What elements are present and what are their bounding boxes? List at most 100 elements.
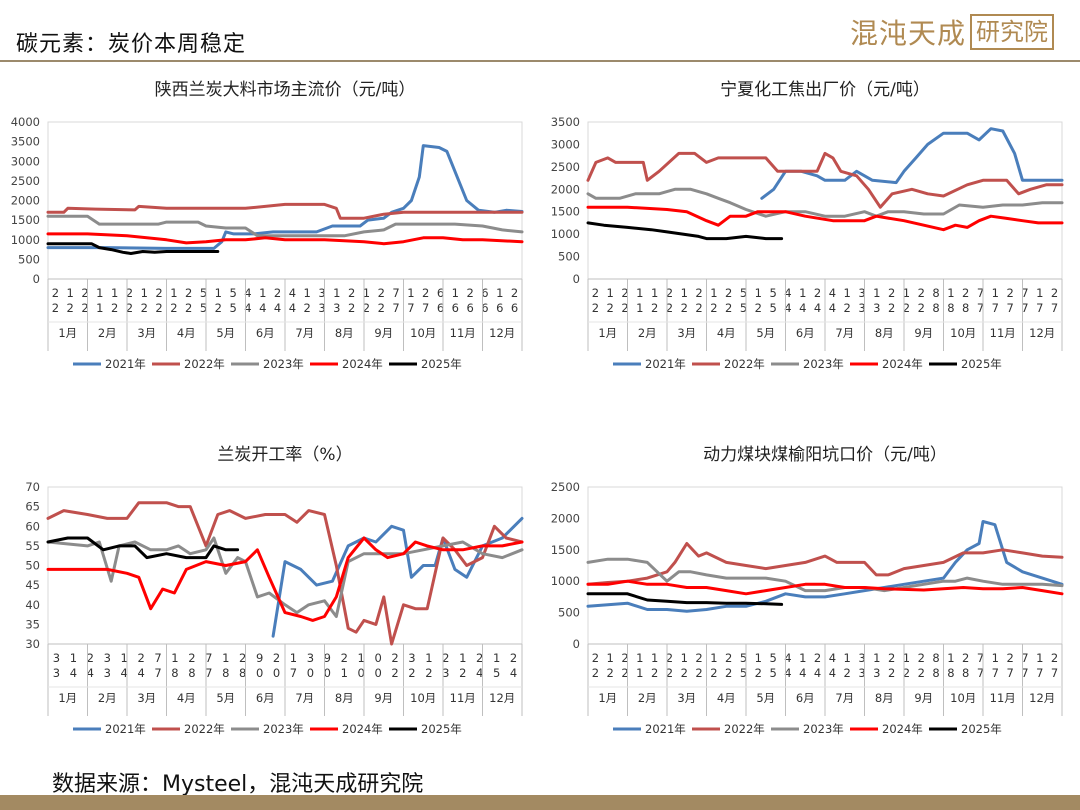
month-label: 3月 <box>677 326 696 340</box>
month-label: 12月 <box>489 691 515 705</box>
y-tick-label: 1500 <box>11 213 40 227</box>
y-tick-label: 0 <box>573 637 580 651</box>
legend-label: 2023年 <box>263 722 304 736</box>
y-tick-label: 4000 <box>11 115 40 129</box>
series-line-2023年 <box>586 557 1064 593</box>
month-label: 10月 <box>950 691 976 705</box>
series-line-2025年 <box>46 536 240 560</box>
source-note: 数据来源：Mysteel，混沌天成研究院 <box>52 772 424 797</box>
month-label: 2月 <box>638 691 657 705</box>
y-tick-label: 2500 <box>11 174 40 188</box>
series-line-2024年 <box>586 579 1064 596</box>
legend-label: 2021年 <box>105 357 146 371</box>
series-line-2023年 <box>46 536 524 618</box>
series-line-2021年 <box>760 127 1064 200</box>
bottom-bar <box>0 795 1080 810</box>
month-label: 12月 <box>1029 691 1055 705</box>
month-label: 12月 <box>489 326 515 340</box>
y-tick-label: 2000 <box>11 194 40 208</box>
y-tick-label: 45 <box>25 578 40 592</box>
series-line-2023年 <box>46 214 524 238</box>
y-tick-label: 500 <box>18 252 40 266</box>
chart-svg: 兰炭开工率（%） 30 35 40 45 50 55 60 65 70 3 3 1 4 2 4 3 3 1 4 2 4 7 7… <box>25 445 524 736</box>
month-label: 5月 <box>216 326 235 340</box>
series-line-2022年 <box>586 542 1064 586</box>
chart-semi-coke-operating-rate: 兰炭开工率（%） 30 35 40 45 50 55 60 65 70 3 3 1 4 2 4 3 3 1 4 2 4 7 7… <box>0 435 540 755</box>
plot-frame <box>47 121 523 280</box>
month-label: 10月 <box>950 326 976 340</box>
y-tick-label: 1000 <box>11 233 40 247</box>
month-label: 12月 <box>1029 326 1055 340</box>
chart-svg: 陕西兰炭大料市场主流价（元/吨） 0 500 1000 1500 2000 2500 3000… <box>11 80 524 371</box>
y-tick-label: 70 <box>25 480 40 494</box>
y-tick-label: 3500 <box>11 135 40 149</box>
chart-title: 宁夏化工焦出厂价（元/吨） <box>720 80 930 100</box>
y-tick-label: 3500 <box>551 115 580 129</box>
month-label: 9月 <box>914 691 933 705</box>
legend-label: 2025年 <box>961 722 1002 736</box>
series-line-2024年 <box>46 232 524 246</box>
month-label: 7月 <box>835 691 854 705</box>
y-tick-label: 3000 <box>11 154 40 168</box>
month-label: 1月 <box>598 691 617 705</box>
y-tick-label: 1000 <box>551 227 580 241</box>
month-label: 4月 <box>717 691 736 705</box>
y-tick-label: 50 <box>25 559 40 573</box>
month-label: 8月 <box>875 326 894 340</box>
month-label: 3月 <box>137 691 156 705</box>
chart-shaanxi-semi-coke-price: 陕西兰炭大料市场主流价（元/吨） 0 500 1000 1500 2000 2500 3000… <box>0 70 540 390</box>
series-line-2021年 <box>46 144 524 250</box>
month-label: 10月 <box>410 691 436 705</box>
month-label: 11月 <box>450 326 476 340</box>
